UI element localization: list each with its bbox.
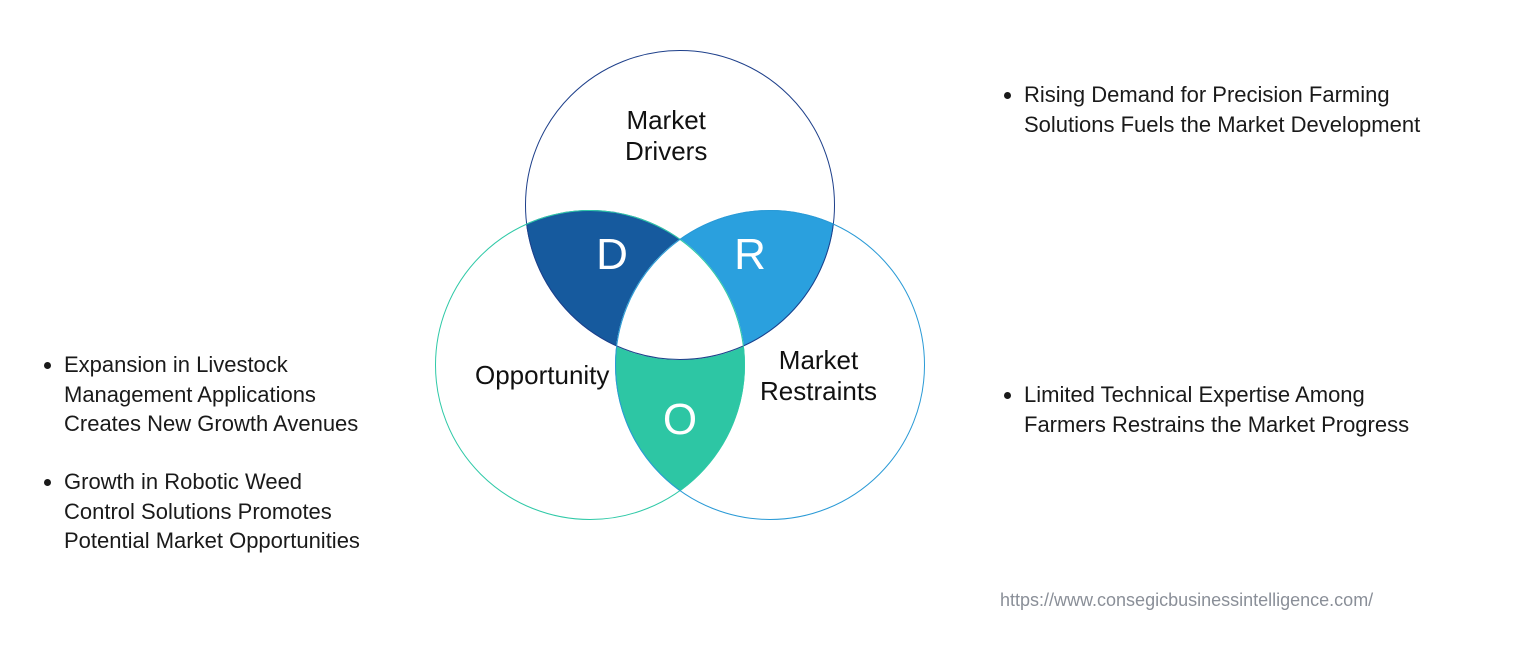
bullets-drivers: Rising Demand for Precision Farming Solu… [1000,80,1430,167]
venn-diagram: MarketDrivers Opportunity MarketRestrain… [420,30,940,550]
letter-o: O [650,395,710,445]
bullets-opportunity: Expansion in Livestock Management Applic… [40,350,370,584]
label-opportunity: Opportunity [475,360,609,391]
letter-d: D [582,230,642,280]
letter-r: R [720,230,780,280]
label-restraints: MarketRestraints [760,345,877,407]
label-drivers: MarketDrivers [625,105,707,167]
bullet-item: Limited Technical Expertise Among Farmer… [1024,380,1440,439]
bullets-restraints: Limited Technical Expertise Among Farmer… [1000,380,1440,467]
source-url: https://www.consegicbusinessintelligence… [1000,590,1373,611]
bullet-item: Rising Demand for Precision Farming Solu… [1024,80,1430,139]
bullet-item: Expansion in Livestock Management Applic… [64,350,370,439]
bullet-item: Growth in Robotic Weed Control Solutions… [64,467,370,556]
